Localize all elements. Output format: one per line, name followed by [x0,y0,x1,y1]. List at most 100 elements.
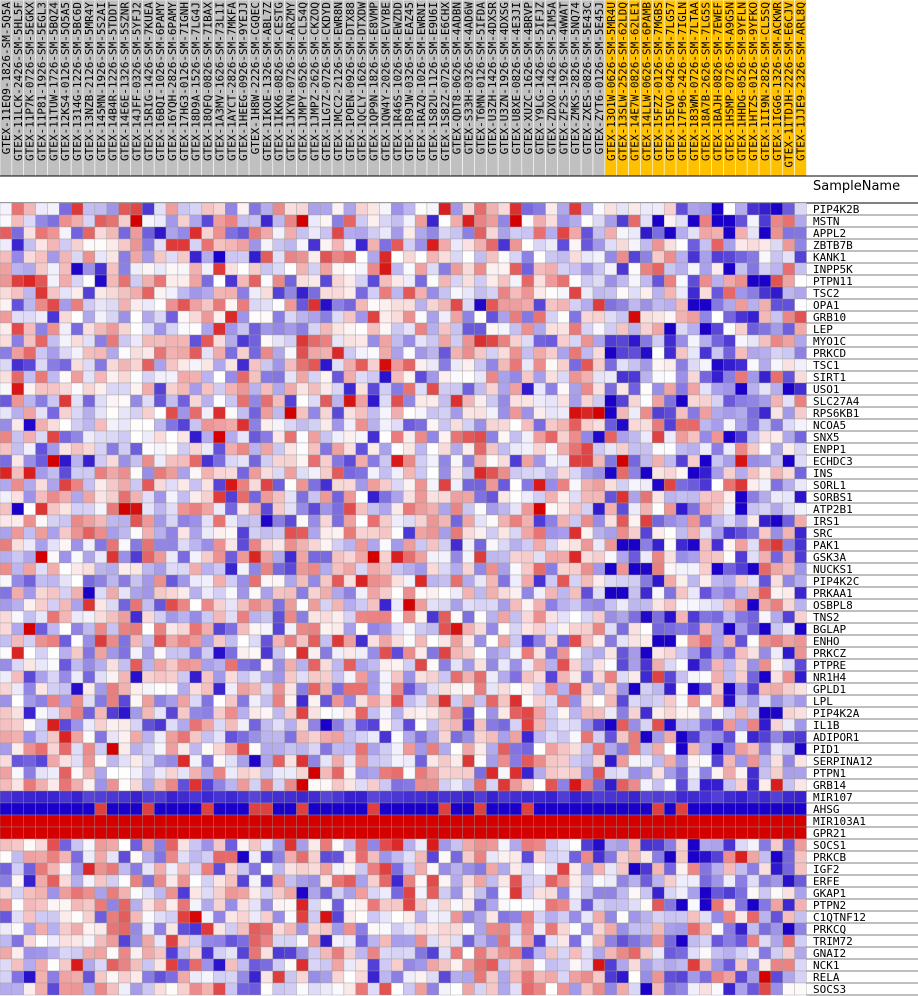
sample-label: GTEX-T6MN-0126-SM-5IFDA [474,2,487,155]
heatmap-cell [414,718,428,732]
heatmap-cell [47,658,60,672]
heatmap-cell [723,742,736,756]
heatmap-cell [272,274,285,288]
heatmap-cell [426,562,439,576]
heatmap-cell [0,286,13,300]
heatmap-cell [438,826,451,840]
heatmap-cell [758,286,772,300]
heatmap-cell [320,730,333,744]
heatmap-cell [426,778,439,792]
heatmap-cell [438,622,451,636]
heatmap-cell [94,634,107,648]
heatmap-cell [296,262,309,276]
heatmap-cell [237,730,250,744]
heatmap-cell [652,406,665,420]
heatmap-cell [237,346,250,360]
heatmap-cell [260,814,273,828]
heatmap-cell [237,382,250,396]
heatmap-cell [391,910,404,924]
heatmap-cell [237,958,250,972]
heatmap-cell [308,634,321,648]
heatmap-cell [379,946,392,960]
heatmap-cell [438,562,451,576]
heatmap-cell [118,838,131,852]
heatmap-cell [545,382,558,396]
heatmap-cell [699,658,712,672]
heatmap-cell [521,562,534,576]
heatmap-cell [35,886,48,900]
heatmap-cell [616,838,629,852]
heatmap-cell [569,934,582,948]
heatmap-cell [82,202,96,216]
heatmap-cell [118,646,131,660]
heatmap-cell [735,610,748,624]
heatmap-cell [794,226,807,240]
heatmap-cell [154,778,167,792]
heatmap-cell [189,490,202,504]
heatmap-cell [497,730,511,744]
heatmap-cell [663,970,677,984]
heatmap-cell [438,346,451,360]
heatmap-cell [154,538,167,552]
heatmap-cell [723,430,736,444]
heatmap-cell [652,610,665,624]
heatmap-cell [699,946,712,960]
heatmap-cell [711,910,724,924]
heatmap-cell [569,790,582,804]
heatmap-cell [497,682,511,696]
heatmap-cell [403,934,416,948]
heatmap-cell [604,502,617,516]
heatmap-cell [580,742,594,756]
heatmap-cell [47,406,60,420]
heatmap-cell [260,934,273,948]
heatmap-cell [35,646,48,660]
heatmap-cell [450,946,463,960]
heatmap-cell [557,538,570,552]
heatmap-cell [320,982,333,996]
heatmap-cell [438,370,451,384]
heatmap-cell [628,730,641,744]
heatmap-cell [474,670,487,684]
heatmap-cell [308,226,321,240]
heatmap-cell [533,526,546,540]
heatmap-cell [414,418,428,432]
heatmap-cell [355,910,368,924]
heatmap-cell [331,610,345,624]
heatmap-cell [343,910,356,924]
heatmap-cell [47,538,60,552]
heatmap-cell [794,730,807,744]
heatmap-cell [509,274,523,288]
heatmap-cell [509,202,523,216]
heatmap-cell [758,754,772,768]
heatmap-cell [509,478,523,492]
heatmap-cell [521,346,534,360]
heatmap-cell [545,634,558,648]
heatmap-cell [82,970,96,984]
heatmap-cell [343,262,356,276]
heatmap-cell [497,634,511,648]
heatmap-cell [533,886,546,900]
heatmap-cell [414,526,428,540]
heatmap-cell [747,622,760,636]
heatmap-cell [165,682,179,696]
heatmap-cell [272,226,285,240]
heatmap-cell [687,406,700,420]
heatmap-cell [355,346,368,360]
heatmap-cell [509,442,523,456]
heatmap-cell [260,922,273,936]
heatmap-cell [604,766,617,780]
heatmap-cell [379,718,392,732]
heatmap-cell [367,802,380,816]
heatmap-cell [474,490,487,504]
heatmap-cell [569,826,582,840]
heatmap-cell [640,658,653,672]
heatmap-cell [758,790,772,804]
heatmap-cell [426,754,439,768]
heatmap-cell [414,646,428,660]
heatmap-cell [0,394,13,408]
heatmap-cell [794,202,807,216]
heatmap-cell [0,382,13,396]
heatmap-cell [260,886,273,900]
heatmap-cell [616,382,629,396]
heatmap-cell [687,274,700,288]
